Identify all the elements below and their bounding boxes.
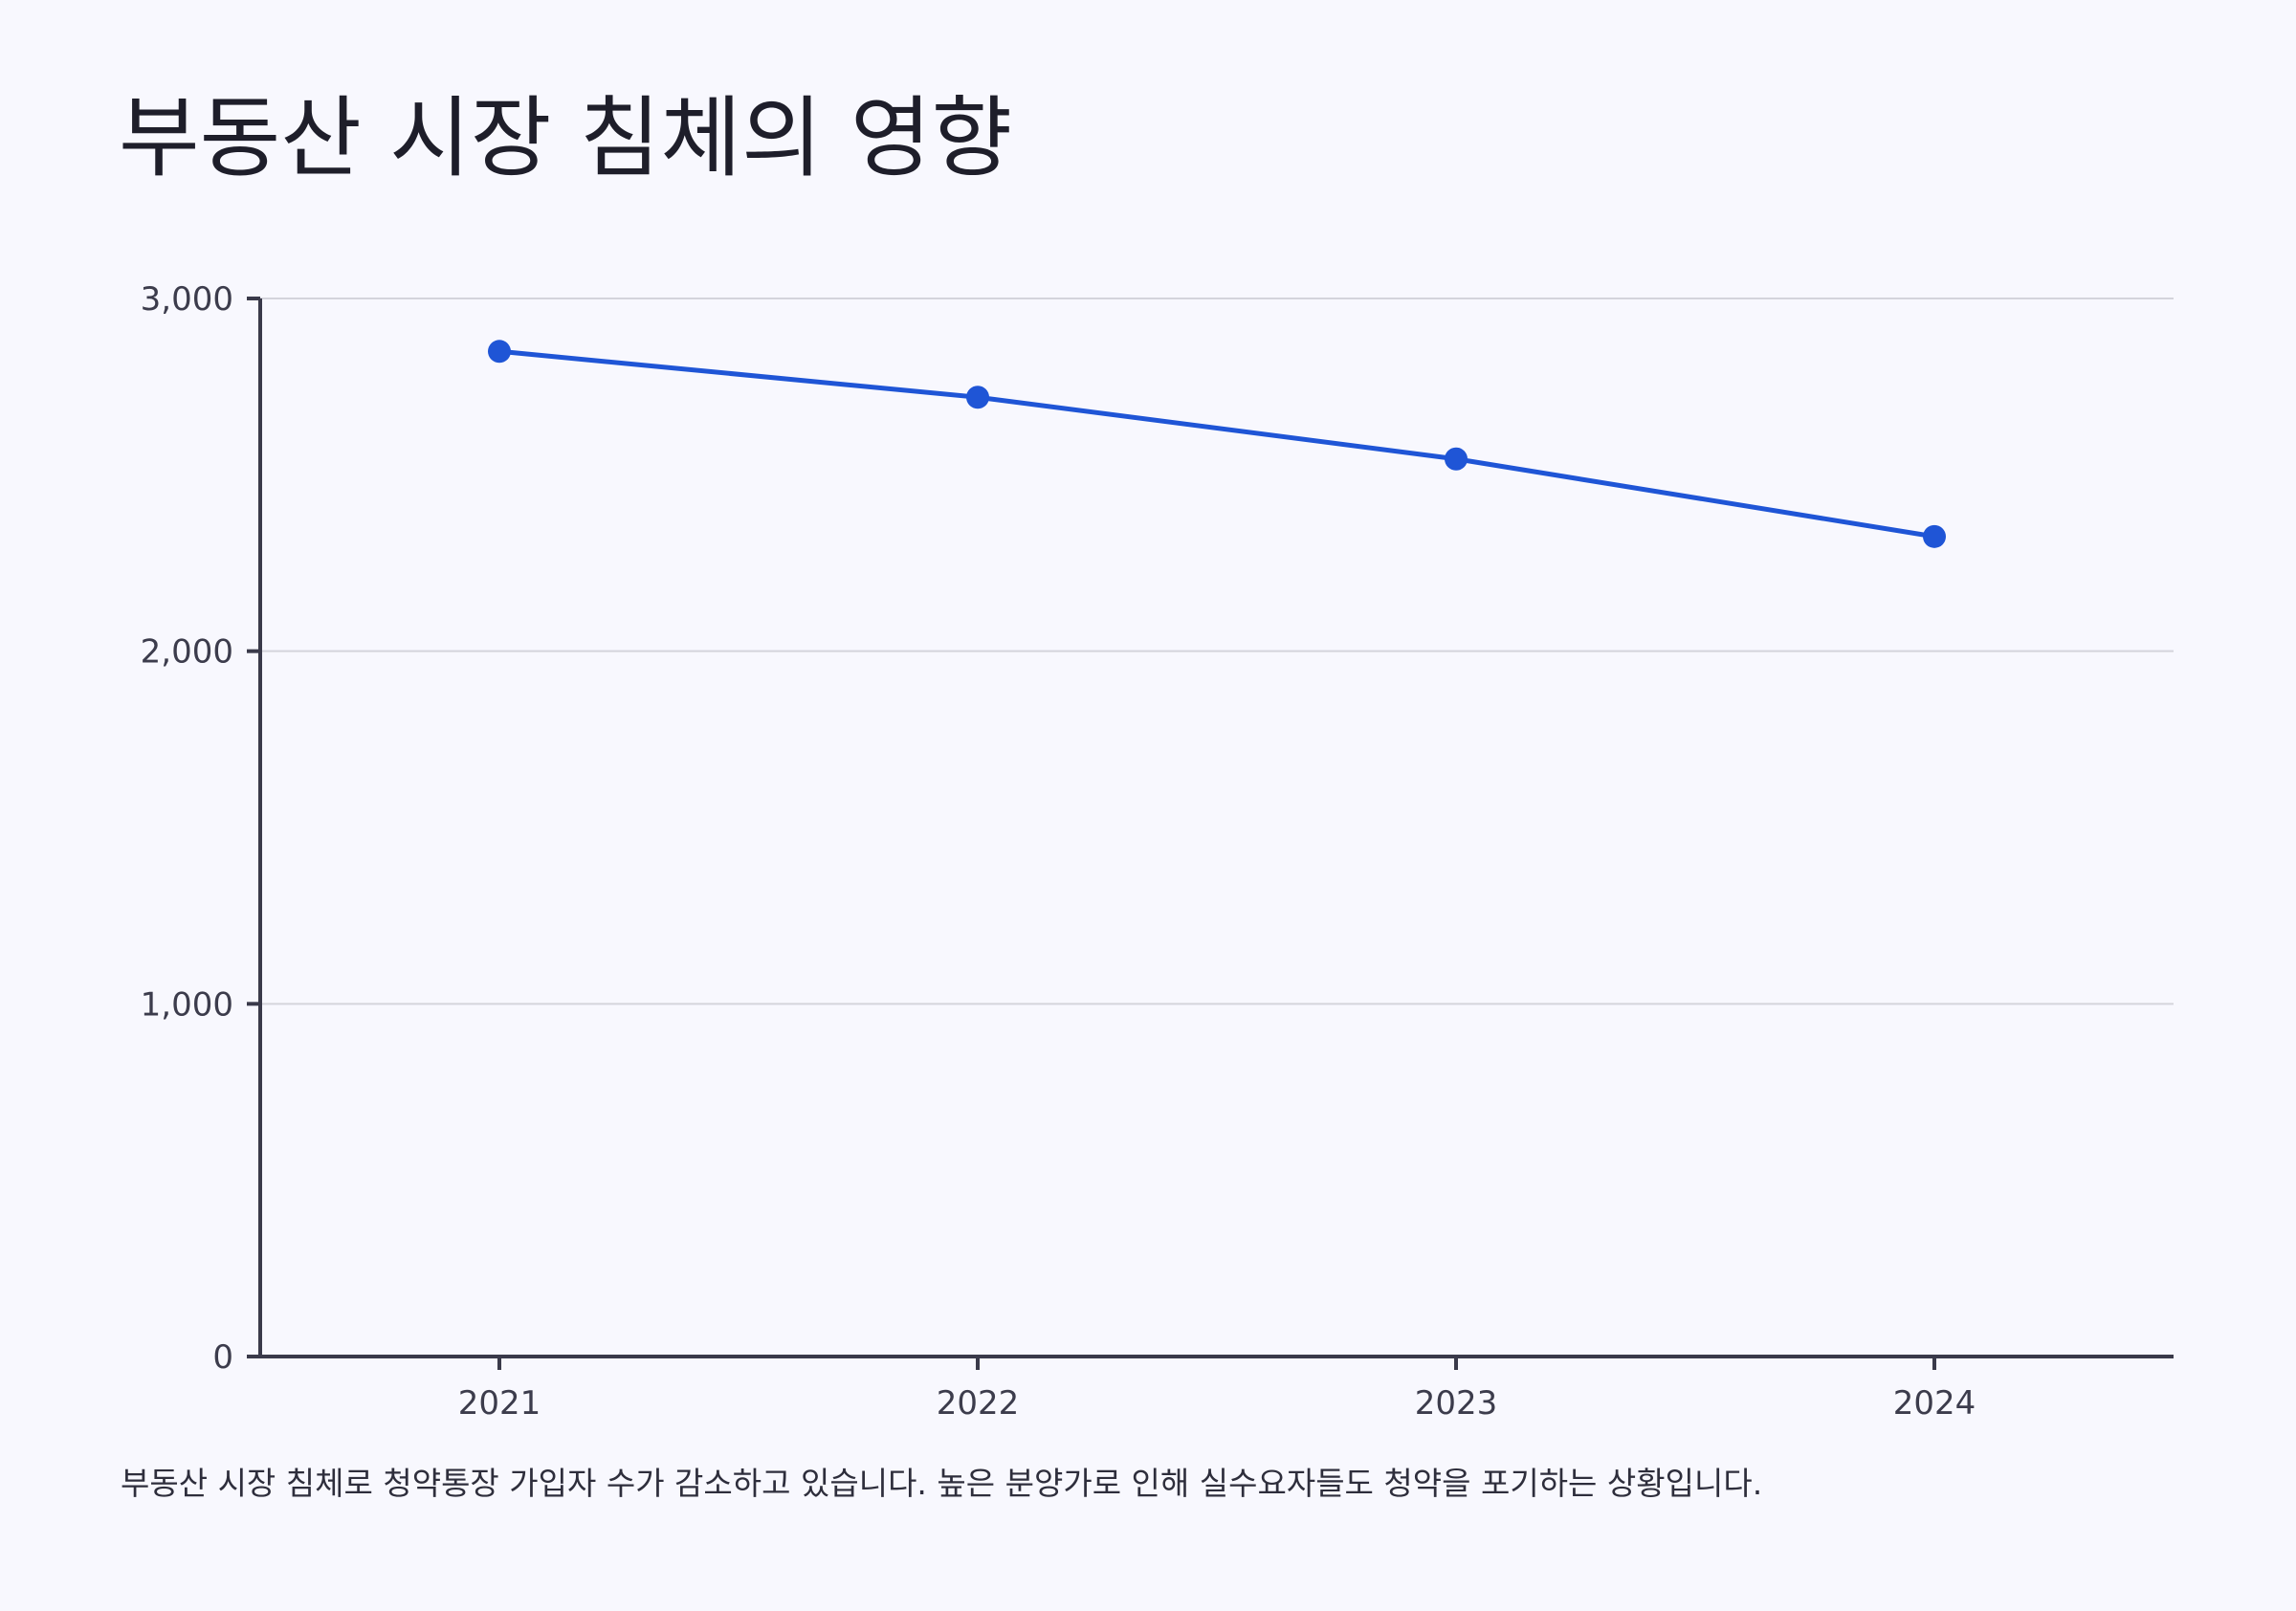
- x-tick-label-3: 2024: [1893, 1384, 1976, 1423]
- x-tick-label-1: 2022: [937, 1384, 1020, 1423]
- chart-caption: 부동산 시장 침체로 청약통장 가입자 수가 감소하고 있습니다. 높은 분양가…: [121, 1465, 1763, 1502]
- data-point-2021: [488, 340, 511, 364]
- y-tick-label-1: 1,000: [141, 985, 233, 1024]
- data-point-2023: [1445, 447, 1468, 471]
- tick-labels: 0 1,000 2,000 3,000 2021 2022 2023 2024: [141, 280, 1976, 1423]
- y-tick-label-3: 3,000: [141, 280, 233, 319]
- y-tick-label-2: 2,000: [141, 633, 233, 672]
- gridlines: [260, 298, 2174, 1005]
- chart-title: 부동산 시장 침체의 영향: [119, 87, 1013, 189]
- axes: [247, 297, 2174, 1370]
- x-tick-label-0: 2021: [458, 1384, 541, 1423]
- data-point-2024: [1923, 524, 1946, 548]
- data-point-2022: [966, 386, 989, 409]
- y-tick-label-0: 0: [212, 1338, 233, 1377]
- x-tick-label-2: 2023: [1415, 1384, 1498, 1423]
- series-line-0: [497, 348, 1937, 540]
- series-layer: [488, 340, 1946, 548]
